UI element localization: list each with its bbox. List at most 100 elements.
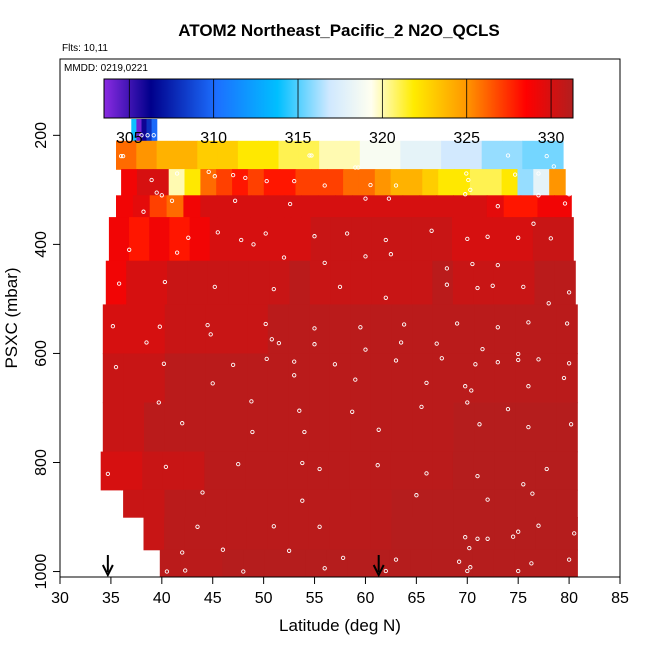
colorbar-gradient	[103, 78, 574, 119]
sample-point	[250, 429, 255, 435]
heatmap-cell	[452, 217, 473, 262]
heatmap-cell	[512, 217, 534, 262]
sample-point	[516, 568, 521, 574]
heatmap-cell	[301, 195, 319, 218]
sample-point	[300, 498, 305, 503]
heatmap-cell	[136, 169, 154, 196]
sample-point	[526, 384, 531, 389]
heatmap-cell	[494, 517, 516, 551]
sample-point	[526, 424, 531, 430]
heatmap-cell	[391, 217, 413, 262]
sample-point	[529, 561, 534, 566]
heatmap-cell	[123, 304, 145, 355]
heatmap-cell	[359, 140, 381, 170]
y-tick-label: 400	[33, 231, 50, 258]
sample-point	[200, 490, 205, 495]
heatmap-cell	[514, 260, 535, 305]
sample-point	[292, 373, 297, 378]
heatmap-cell	[432, 260, 454, 305]
heatmap-cell	[370, 304, 393, 355]
sample-point	[473, 362, 478, 367]
heatmap-cell	[493, 260, 515, 305]
y-axis-label: PSXC (mbar)	[2, 267, 21, 368]
x-tick-label: 65	[407, 590, 425, 607]
heatmap-cell	[494, 304, 516, 355]
heatmap-cell	[305, 549, 328, 577]
heatmap-cell	[535, 517, 558, 551]
sample-point	[429, 228, 434, 233]
sample-point	[363, 347, 368, 352]
heatmap-cell	[144, 353, 166, 404]
heatmap-cell	[432, 353, 454, 404]
heatmap-cell	[350, 260, 372, 305]
heatmap-cell	[149, 217, 170, 262]
heatmap-cell	[136, 140, 158, 170]
sample-point	[286, 548, 292, 553]
heatmap-cell	[472, 217, 493, 262]
heatmap-cell	[308, 489, 331, 518]
heatmap-cell	[197, 140, 219, 170]
heatmap-cell	[515, 353, 537, 404]
sample-point	[383, 295, 388, 300]
heatmap-cell	[247, 304, 269, 355]
heatmap-cell	[370, 402, 393, 453]
sample-point	[566, 361, 572, 366]
heatmap-cell	[129, 217, 150, 262]
heatmap-cell	[493, 549, 516, 577]
heatmap-cell	[156, 140, 178, 170]
sample-point	[356, 165, 361, 170]
heatmap-cell	[309, 304, 331, 355]
heatmap-cell	[453, 517, 475, 551]
heatmap-cell	[330, 217, 352, 262]
sample-point	[466, 177, 471, 183]
sample-point	[521, 284, 526, 290]
sample-point	[477, 422, 482, 427]
heatmap-cell	[123, 353, 145, 404]
heatmap-cell	[370, 489, 392, 518]
heatmap-cell	[216, 169, 233, 196]
heatmap-cell	[494, 402, 516, 453]
heatmap-cell	[503, 195, 522, 218]
heatmap-cell	[123, 489, 145, 518]
heatmap-cell	[494, 451, 516, 491]
heatmap-cell	[537, 195, 555, 218]
sample-point	[118, 153, 124, 159]
x-tick-label: 40	[153, 590, 171, 607]
sample-point	[439, 356, 444, 361]
sample-point	[485, 536, 490, 541]
sample-point	[358, 325, 363, 330]
sample-point	[297, 408, 302, 413]
sample-point	[205, 322, 210, 328]
sample-point	[159, 193, 164, 198]
sample-point	[470, 261, 475, 267]
heatmap-cell	[144, 304, 166, 355]
heatmap-cell	[351, 217, 372, 262]
heatmap-cell	[225, 451, 247, 491]
heatmap-cell	[243, 549, 265, 577]
heatmap-cell	[151, 119, 158, 142]
sample-point	[162, 279, 168, 285]
heatmap-cell	[412, 353, 434, 404]
heatmap-cell	[470, 195, 488, 218]
flights-note: Flts: 10,11	[62, 43, 108, 54]
heatmap-cell	[452, 260, 474, 305]
sample-point	[480, 346, 485, 352]
heatmap-cell	[237, 140, 259, 170]
sample-point	[463, 384, 468, 389]
heatmap-cell	[132, 195, 151, 218]
sample-point	[208, 332, 213, 337]
heatmap-cell	[370, 517, 392, 551]
heatmap-cell	[515, 402, 537, 453]
heatmap-cell	[267, 402, 289, 453]
heatmap-cell	[184, 517, 207, 551]
sample-point	[444, 282, 450, 287]
sample-point	[510, 534, 516, 539]
sample-point	[180, 421, 185, 426]
heatmap-cell	[432, 517, 454, 551]
heatmap-cell	[473, 260, 495, 305]
heatmap-cell	[535, 549, 557, 577]
sample-point	[195, 524, 200, 529]
heatmap-cell	[288, 402, 310, 453]
heatmap-cell	[183, 195, 201, 218]
sample-point	[264, 178, 269, 184]
